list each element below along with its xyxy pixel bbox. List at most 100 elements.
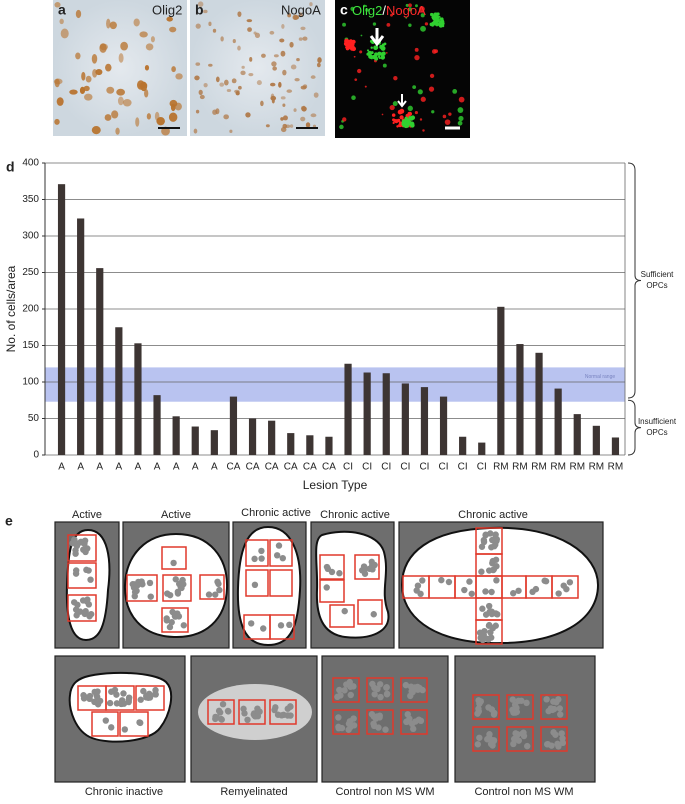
- cell-dot: [260, 625, 267, 632]
- bracket-label: OPCs: [646, 428, 667, 437]
- cell-dot: [417, 590, 424, 598]
- micrograph-b: [190, 0, 325, 136]
- sampling-square: [161, 546, 187, 570]
- cell: [75, 52, 81, 60]
- signal: [339, 124, 344, 130]
- cell: [81, 71, 86, 81]
- cell: [272, 66, 277, 71]
- cell: [208, 63, 213, 67]
- cell-dot: [84, 545, 91, 552]
- cell-dot: [417, 717, 425, 725]
- cell: [91, 54, 98, 64]
- cell-dot: [369, 680, 376, 688]
- cell: [171, 66, 176, 73]
- cell: [208, 21, 212, 27]
- normal-range-label: Normal range: [585, 374, 616, 380]
- cell-dot: [524, 742, 531, 750]
- stain-red: NogoA: [386, 3, 426, 18]
- diagram-title: Chronic active: [241, 507, 311, 519]
- cell: [289, 41, 294, 48]
- sampling-square: [161, 607, 189, 633]
- cell: [118, 53, 124, 63]
- cell-dot: [219, 700, 227, 708]
- signal: [370, 51, 374, 54]
- cell-dot: [366, 565, 373, 572]
- sampling-square: [269, 539, 293, 567]
- cell: [109, 21, 117, 30]
- x-tick-label: RM: [569, 462, 585, 473]
- signal: [420, 25, 426, 32]
- signal: [407, 111, 411, 115]
- cell-dot: [136, 719, 143, 726]
- signal: [344, 38, 350, 44]
- signal: [345, 45, 348, 49]
- cell-dot: [143, 694, 150, 701]
- sampling-square: [357, 599, 383, 625]
- diagram-title: Remyelinated: [220, 786, 287, 798]
- x-tick-label: CI: [381, 462, 391, 473]
- cell: [281, 23, 285, 29]
- signal: [405, 3, 409, 7]
- cell-dot: [419, 577, 426, 584]
- signal: [352, 41, 355, 44]
- bar: [535, 352, 543, 455]
- bar-chart: Normal range 0 50 100 150 200 250 300 350 400 No. …: [4, 158, 677, 493]
- cell: [286, 89, 293, 93]
- sampling-square: [332, 709, 360, 735]
- cell-dot: [488, 588, 495, 596]
- arrow: [397, 94, 407, 108]
- bar: [248, 418, 257, 455]
- lesion: [400, 526, 600, 645]
- cell-dot: [510, 590, 517, 597]
- bar: [325, 436, 333, 455]
- cell-dot: [120, 690, 127, 697]
- cell-dot: [215, 580, 222, 588]
- cell: [219, 82, 225, 87]
- cell-dot: [557, 711, 564, 718]
- bar: [497, 306, 505, 455]
- cell: [254, 32, 261, 38]
- x-tick-label: CA: [303, 462, 317, 473]
- cell-dot: [174, 588, 182, 595]
- x-tick-label: CI: [458, 462, 468, 473]
- signal: [394, 119, 399, 124]
- cell: [231, 78, 237, 84]
- cell: [238, 85, 242, 90]
- sampling-square: [366, 709, 394, 735]
- cell: [84, 93, 93, 101]
- cell: [269, 30, 275, 35]
- cell-dot: [131, 592, 138, 600]
- cell-dot: [461, 586, 468, 594]
- signal: [419, 6, 425, 12]
- sampling-square: [269, 614, 295, 640]
- signal: [377, 51, 382, 56]
- cell-dot: [371, 691, 378, 698]
- x-tick-label: CA: [226, 462, 240, 473]
- cell-dot: [403, 718, 411, 725]
- cell: [150, 36, 155, 43]
- cell-dot: [287, 712, 294, 719]
- sampling-square: [354, 554, 380, 580]
- cell-dot: [102, 717, 110, 724]
- sampling-grids: [67, 527, 579, 752]
- cell-dot: [275, 542, 283, 549]
- signal: [382, 63, 387, 68]
- cell-dot: [560, 582, 567, 589]
- signal: [431, 14, 437, 20]
- cell: [313, 92, 319, 98]
- cell-dot: [216, 709, 224, 716]
- signal: [351, 46, 357, 52]
- cell-dot: [510, 735, 518, 743]
- signal: [380, 45, 386, 51]
- cell-dot: [279, 554, 286, 562]
- signal: [422, 129, 425, 132]
- cell: [175, 73, 183, 80]
- cell: [174, 102, 182, 111]
- cell-dot: [111, 686, 119, 694]
- cell-dot: [532, 585, 540, 593]
- bar: [554, 388, 562, 455]
- cell-dot: [488, 608, 495, 615]
- cell-dot: [523, 699, 530, 707]
- x-tick-label: RM: [531, 462, 547, 473]
- x-tick-label: RM: [608, 462, 624, 473]
